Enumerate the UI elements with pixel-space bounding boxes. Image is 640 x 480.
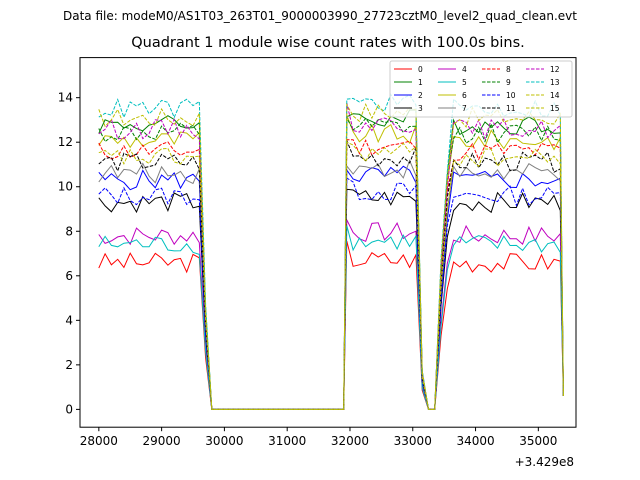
chart-title: Quadrant 1 module wise count rates with … xyxy=(131,35,525,51)
legend-label-6: 6 xyxy=(462,91,467,100)
series-line-15 xyxy=(98,141,564,410)
series-line-2 xyxy=(98,165,564,410)
legend-label-14: 14 xyxy=(550,91,560,100)
x-tick-label: 31000 xyxy=(268,434,306,448)
legend-label-9: 9 xyxy=(506,78,511,87)
suptitle: Data file: modeM0/AS1T03_263T01_90000039… xyxy=(63,9,577,23)
y-tick-label: 8 xyxy=(65,224,73,238)
series-line-6 xyxy=(98,115,564,410)
x-tick-label: 29000 xyxy=(143,434,181,448)
series-line-9 xyxy=(98,117,564,410)
legend-label-2: 2 xyxy=(418,91,423,100)
legend-label-3: 3 xyxy=(418,104,423,113)
y-tick-label: 6 xyxy=(65,269,73,283)
x-tick-label: 33000 xyxy=(394,434,432,448)
y-tick-label: 10 xyxy=(58,180,73,194)
legend-label-0: 0 xyxy=(418,65,423,74)
x-axis: 28000 29000 30000 31000 32000 33000 34000 35000 xyxy=(80,427,557,448)
legend-label-11: 11 xyxy=(506,104,516,113)
legend-label-5: 5 xyxy=(462,78,467,87)
legend-box xyxy=(389,60,573,118)
y-tick-label: 14 xyxy=(58,91,73,105)
series-line-5 xyxy=(98,225,564,410)
series-line-8 xyxy=(98,139,564,410)
legend-label-1: 1 xyxy=(418,78,423,87)
series-line-11 xyxy=(98,140,564,410)
legend-label-8: 8 xyxy=(506,65,511,74)
legend-label-10: 10 xyxy=(506,91,516,100)
x-offset-label: +3.429e8 xyxy=(515,455,574,469)
series-line-13 xyxy=(98,93,564,410)
plot-frame xyxy=(79,57,577,428)
legend-label-4: 4 xyxy=(462,65,467,74)
y-tick-label: 4 xyxy=(65,313,73,327)
x-tick-label: 28000 xyxy=(80,434,118,448)
x-tick-label: 30000 xyxy=(205,434,243,448)
series-line-12 xyxy=(98,102,564,410)
y-tick-label: 12 xyxy=(58,135,73,149)
y-axis: 0 2 4 6 8 10 12 14 xyxy=(58,91,80,416)
legend-label-12: 12 xyxy=(550,65,560,74)
series-line-14 xyxy=(98,102,564,410)
legend-label-13: 13 xyxy=(550,78,560,87)
legend-label-7: 7 xyxy=(462,104,467,113)
series-line-3 xyxy=(98,188,564,410)
series-line-10 xyxy=(98,177,564,410)
series-line-4 xyxy=(98,219,564,410)
legend-label-15: 15 xyxy=(550,104,560,113)
y-tick-label: 2 xyxy=(65,358,73,372)
x-tick-label: 34000 xyxy=(456,434,494,448)
series-line-7 xyxy=(98,159,564,410)
y-tick-label: 0 xyxy=(65,402,73,416)
series-lines xyxy=(98,93,564,410)
x-tick-label: 32000 xyxy=(331,434,369,448)
series-line-0 xyxy=(98,240,564,410)
x-tick-label: 35000 xyxy=(519,434,557,448)
